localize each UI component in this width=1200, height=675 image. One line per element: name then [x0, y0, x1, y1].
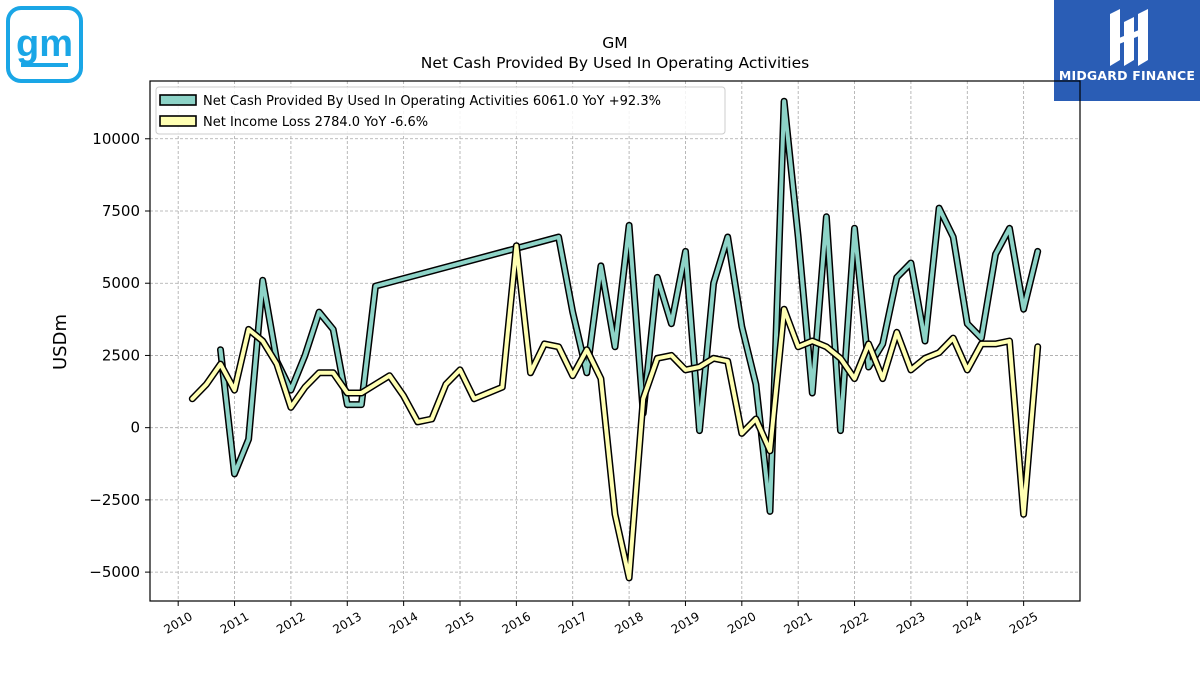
chart-subtitle: Net Cash Provided By Used In Operating A…: [421, 54, 809, 72]
series-line-1: [218, 99, 1040, 514]
x-tick-label: 2010: [161, 609, 194, 636]
series-line-2: [190, 243, 1040, 580]
y-tick-label: −5000: [89, 563, 140, 581]
x-tick-label: 2015: [443, 609, 476, 636]
gridlines: [150, 81, 1080, 601]
y-tick-label: 5000: [102, 274, 140, 292]
midgard-logo-icon: MIDGARD FINANCE: [1054, 0, 1200, 101]
legend-swatch-2: [159, 115, 197, 127]
x-tick-label: 2021: [781, 609, 814, 636]
gm-logo-icon: gm: [6, 6, 83, 83]
x-tick-label: 2018: [612, 609, 645, 636]
gm-logo-text: gm: [16, 23, 73, 65]
x-tick-label: 2019: [669, 609, 702, 636]
y-tick-label: 10000: [92, 130, 140, 148]
legend: Net Cash Provided By Used In Operating A…: [155, 86, 726, 135]
x-tick-label: 2011: [218, 609, 251, 636]
y-tick-label: 7500: [102, 202, 140, 220]
x-tick-label: 2024: [951, 609, 984, 636]
x-tick-label: 2017: [556, 609, 589, 636]
x-tick-label: 2025: [1007, 609, 1040, 636]
legend-label-1: Net Cash Provided By Used In Operating A…: [203, 94, 661, 109]
x-tick-label: 2023: [894, 609, 927, 636]
plot-frame: [149, 80, 1081, 602]
legend-label-2: Net Income Loss 2784.0 YoY -6.6%: [203, 115, 428, 130]
brand-name: MIDGARD FINANCE: [1058, 68, 1196, 83]
y-axis-label: USDm: [50, 314, 71, 370]
x-tick-label: 2013: [331, 609, 364, 636]
y-tick-label: 2500: [102, 346, 140, 364]
legend-swatch-1: [159, 94, 197, 106]
x-tick-label: 2016: [500, 609, 533, 636]
x-tick-label: 2022: [838, 609, 871, 636]
x-tick-label: 2020: [725, 609, 758, 636]
x-tick-label: 2012: [274, 609, 307, 636]
chart-title: GM: [602, 34, 627, 52]
y-tick-label: 0: [130, 419, 140, 437]
x-tick-label: 2014: [387, 609, 420, 636]
y-tick-label: −2500: [89, 491, 140, 509]
legend-box: [155, 86, 726, 135]
series-lines: [188, 97, 1042, 582]
